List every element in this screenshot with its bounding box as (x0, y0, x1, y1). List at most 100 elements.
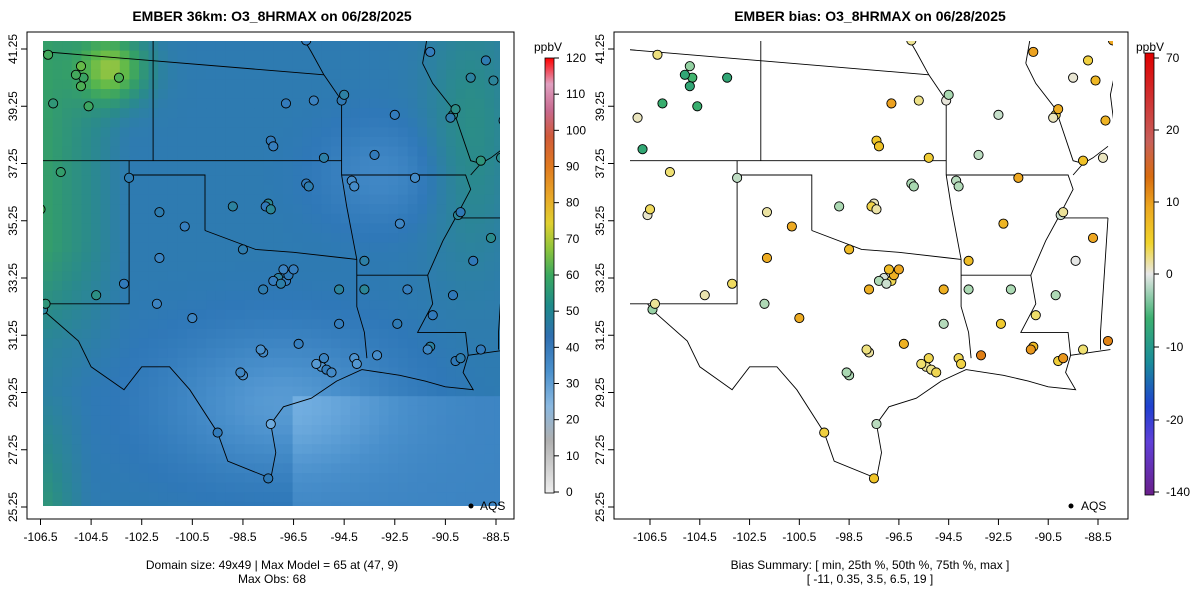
grid-cell (244, 290, 255, 301)
grid-cell (196, 89, 207, 99)
grid-cell (254, 165, 265, 176)
grid-cell (283, 41, 293, 51)
grid-cell (119, 501, 130, 506)
grid-cell (263, 127, 274, 138)
grid-cell (119, 348, 130, 359)
grid-cell (148, 50, 159, 61)
state-borders (43, 41, 500, 480)
grid-cell (484, 319, 495, 330)
grid-cell (225, 338, 236, 349)
grid-cell (206, 175, 217, 186)
station-marker (91, 290, 102, 301)
grid-cell (235, 108, 245, 119)
grid-cell (52, 204, 63, 215)
grid-cell (302, 79, 313, 90)
grid-cell (215, 41, 226, 51)
grid-cell (359, 204, 370, 215)
grid-cell (100, 98, 111, 109)
grid-cell (254, 309, 265, 320)
grid-cell (455, 338, 466, 349)
grid-cell (119, 69, 130, 80)
grid-cell (177, 290, 188, 301)
grid-cell (388, 492, 399, 503)
grid-cell (302, 425, 313, 435)
station-marker (154, 252, 165, 264)
grid-cell (177, 213, 188, 224)
grid-cell (254, 367, 265, 378)
grid-cell (206, 367, 217, 378)
grid-cell (455, 492, 466, 503)
grid-cell (244, 329, 255, 339)
grid-cell (321, 79, 332, 90)
grid-cell (177, 89, 188, 99)
grid-cell (359, 377, 370, 387)
grid-cell (62, 473, 73, 483)
grid-cell (244, 463, 255, 474)
grid-cell (398, 213, 409, 224)
grid-cell (398, 242, 409, 253)
grid-cell (359, 60, 370, 71)
grid-cell (100, 444, 111, 455)
grid-cell (129, 357, 140, 368)
grid-cell (71, 165, 82, 176)
grid-cell (206, 348, 217, 359)
grid-cell (206, 463, 217, 474)
grid-cell (398, 319, 409, 330)
grid-cell (475, 117, 485, 128)
bias-marker (657, 98, 668, 109)
grid-cell (273, 127, 284, 138)
grid-cell (177, 194, 188, 205)
grid-cell (311, 338, 322, 349)
grid-cell (196, 194, 207, 205)
grid-cell (52, 185, 63, 195)
grid-cell (436, 108, 447, 119)
grid-cell (331, 69, 341, 80)
grid-cell (273, 261, 284, 272)
grid-cell (177, 473, 188, 483)
grid-cell (388, 233, 399, 243)
grid-cell (158, 300, 169, 311)
grid-cell (235, 434, 245, 445)
right-panel: EMBER bias: O3_8HRMAX on 06/28/2025 -106… (593, 8, 1190, 586)
grid-cell (139, 223, 149, 234)
grid-cell (379, 175, 389, 186)
grid-cell (139, 357, 149, 368)
grid-cell (148, 290, 159, 301)
bias-marker (722, 72, 733, 83)
grid-cell (110, 261, 121, 272)
grid-cell (369, 261, 380, 272)
grid-cell (273, 405, 284, 416)
grid-cell (225, 223, 236, 234)
grid-cell (283, 69, 293, 80)
grid-cell (369, 69, 380, 80)
grid-cell (196, 453, 207, 464)
grid-cell (158, 281, 169, 291)
grid-cell (263, 98, 274, 109)
grid-cell (177, 60, 188, 71)
grid-cell (235, 41, 245, 51)
grid-cell (206, 108, 217, 119)
grid-cell (369, 482, 380, 493)
grid-cell (484, 185, 495, 195)
grid-cell (321, 146, 332, 157)
grid-cell (436, 377, 447, 387)
grid-cell (292, 89, 303, 99)
grid-cell (407, 300, 418, 311)
grid-cell (340, 108, 351, 119)
grid-cell (177, 175, 188, 186)
right-caption-line1: Bias Summary: [ min, 25th %, 50th %, 75t… (731, 558, 1010, 572)
grid-cell (62, 175, 73, 186)
grid-cell (398, 204, 409, 215)
grid-cell (455, 367, 466, 378)
grid-cell (369, 329, 380, 339)
grid-cell (196, 261, 207, 272)
grid-cell (283, 473, 293, 483)
grid-cell (100, 396, 111, 407)
grid-cell (292, 50, 303, 61)
grid-cell (119, 271, 130, 282)
grid-cell (244, 309, 255, 320)
grid-cell (158, 98, 169, 109)
grid-cell (235, 213, 245, 224)
colorbar-tick-label: 0 (1166, 267, 1173, 281)
grid-cell (158, 453, 169, 464)
